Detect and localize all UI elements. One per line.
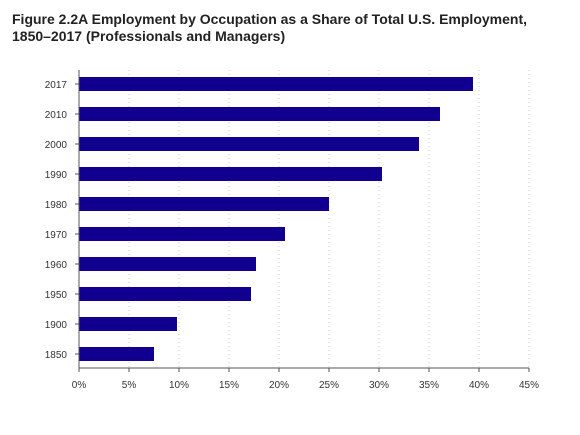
x-tick-label-10: 10%	[169, 380, 189, 391]
y-tick-label-1990: 1990	[45, 170, 68, 181]
x-tick-label-35: 35%	[419, 380, 439, 391]
bar-2000	[79, 137, 419, 151]
y-tick-label-1970: 1970	[45, 230, 68, 241]
y-tick-label-1980: 1980	[45, 200, 68, 211]
bar-1900	[79, 317, 177, 331]
bar-1970	[79, 227, 285, 241]
y-tick-label-1950: 1950	[45, 290, 68, 301]
x-tick-label-15: 15%	[219, 380, 239, 391]
bar-1950	[79, 287, 251, 301]
bar-1960	[79, 257, 256, 271]
y-tick-label-2017: 2017	[45, 80, 68, 91]
x-tick-label-0: 0%	[72, 380, 87, 391]
x-tick-label-45: 45%	[519, 380, 539, 391]
bar-1990	[79, 167, 382, 181]
x-tick-label-20: 20%	[269, 380, 289, 391]
bar-1850	[79, 347, 154, 361]
y-tick-label-1850: 1850	[45, 350, 68, 361]
y-tick-label-2000: 2000	[45, 140, 68, 151]
bar-1980	[79, 197, 329, 211]
x-tick-label-25: 25%	[319, 380, 339, 391]
x-tick-label-40: 40%	[469, 380, 489, 391]
y-tick-label-2010: 2010	[45, 110, 68, 121]
x-tick-label-30: 30%	[369, 380, 389, 391]
bar-2010	[79, 107, 440, 121]
chart-title: Figure 2.2A Employment by Occupation as …	[12, 11, 527, 44]
bar-2017	[79, 77, 473, 91]
x-tick-label-5: 5%	[122, 380, 137, 391]
y-tick-label-1900: 1900	[45, 320, 68, 331]
y-tick-label-1960: 1960	[45, 260, 68, 271]
